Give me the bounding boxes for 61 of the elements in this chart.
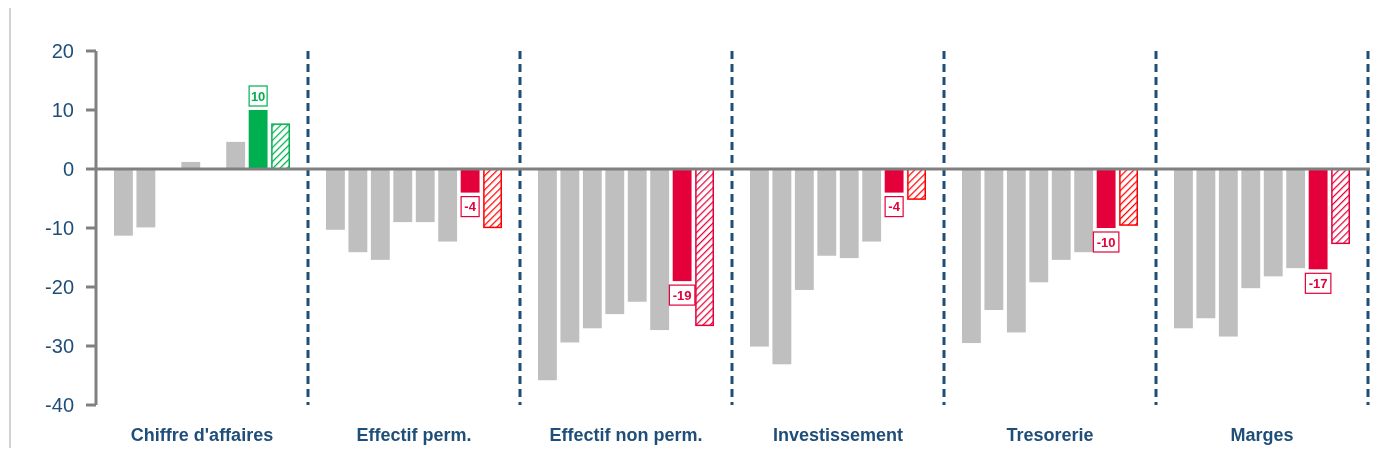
y-tick-label: -20 — [45, 276, 74, 298]
data-label: -19 — [672, 287, 692, 303]
bar — [750, 169, 769, 347]
y-tick-label: 20 — [51, 40, 74, 62]
y-tick-label: 10 — [51, 99, 74, 121]
x-tick-label: Marges — [1230, 425, 1294, 445]
y-tick-label: -30 — [45, 335, 74, 357]
x-tick-label: Chiffre d'affaires — [130, 425, 274, 445]
bar — [1263, 169, 1283, 277]
bar — [1286, 169, 1306, 269]
bar — [1196, 169, 1216, 319]
x-tick-label: Tresorerie — [1006, 425, 1094, 445]
bar — [483, 168, 502, 229]
x-tick-label: Investissement — [772, 425, 904, 445]
bar — [393, 169, 413, 223]
bar — [348, 169, 368, 253]
bar — [1074, 169, 1094, 253]
bar — [1241, 169, 1261, 289]
bar — [962, 169, 981, 344]
bar — [1029, 169, 1049, 283]
y-tick-label: 0 — [62, 158, 74, 180]
x-tick-label: Effectif non perm. — [549, 425, 703, 445]
bar — [650, 169, 670, 331]
bar — [1096, 169, 1116, 228]
bar — [460, 169, 480, 193]
bar — [984, 169, 1004, 311]
bar — [136, 169, 156, 228]
bar — [1174, 169, 1193, 329]
bar — [438, 169, 458, 242]
data-label: -4 — [464, 199, 477, 215]
bar — [415, 169, 435, 223]
bar — [1051, 169, 1071, 260]
bar — [248, 110, 268, 169]
bar — [271, 123, 290, 170]
bar — [839, 169, 859, 259]
data-label: -10 — [1096, 234, 1116, 250]
bar — [772, 169, 792, 365]
bar — [907, 168, 926, 200]
data-label: -4 — [888, 199, 901, 215]
bar — [582, 169, 602, 329]
y-tick-label: -40 — [45, 394, 74, 416]
data-label: -17 — [1308, 275, 1328, 291]
bar — [1119, 168, 1138, 226]
bar — [862, 169, 882, 242]
bar — [226, 141, 246, 169]
x-tick-label: Effectif perm. — [356, 425, 472, 445]
bar — [884, 169, 904, 193]
bar — [326, 169, 345, 230]
bar — [560, 169, 580, 343]
bar — [1218, 169, 1238, 337]
bar — [1006, 169, 1026, 333]
bar — [627, 169, 647, 302]
bar — [1331, 168, 1350, 245]
bar — [538, 169, 557, 381]
bar — [817, 169, 837, 256]
bar — [794, 169, 814, 290]
data-label: 10 — [250, 88, 266, 104]
bar — [114, 169, 133, 236]
bar — [370, 169, 390, 260]
bar — [605, 169, 625, 315]
y-tick-label: -10 — [45, 217, 74, 239]
